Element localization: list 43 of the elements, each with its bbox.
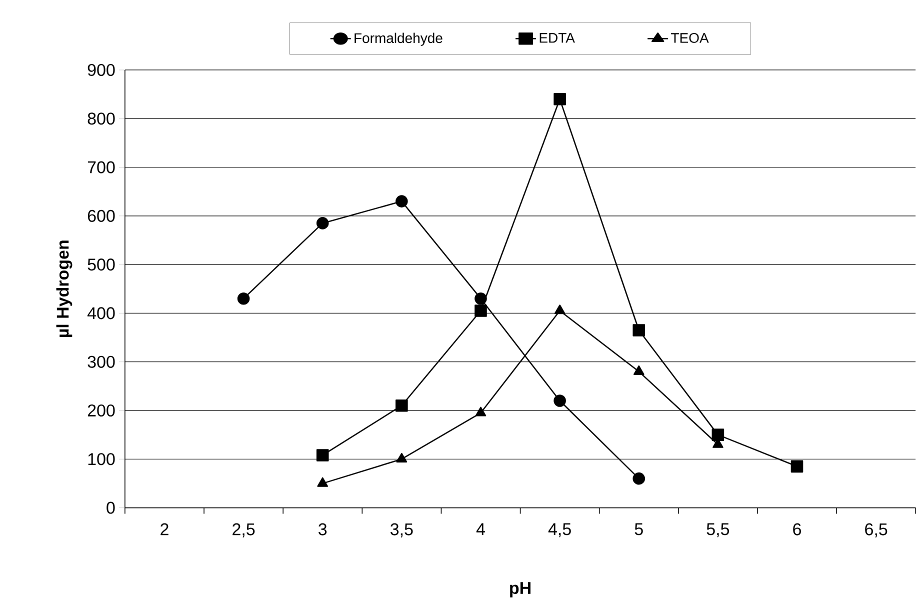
point — [554, 304, 566, 314]
point — [237, 292, 250, 305]
legend-label: Formaldehyde — [354, 32, 442, 46]
point — [633, 366, 644, 376]
x-tick-label: 5 — [634, 523, 643, 536]
x-tick-label: 2,5 — [232, 523, 255, 538]
y-axis-title: µl Hydrogen — [56, 240, 72, 338]
point — [316, 449, 329, 462]
point — [317, 477, 328, 487]
y-tick-label: 0 — [106, 502, 115, 514]
point — [475, 406, 486, 416]
y-tick-label: 700 — [88, 161, 115, 174]
point — [712, 428, 724, 442]
x-axis-title: pH — [510, 582, 530, 598]
point — [316, 217, 329, 230]
x-tick-label: 6,5 — [865, 523, 888, 538]
y-tick-label: 800 — [88, 112, 115, 125]
point — [474, 292, 487, 305]
point — [396, 195, 408, 208]
y-tick-label: 300 — [88, 356, 115, 368]
y-tick-label: 200 — [88, 404, 115, 417]
x-tick-label: 6 — [793, 523, 801, 536]
point — [790, 460, 804, 473]
y-tick-label: 900 — [88, 64, 115, 76]
y-tick-label: 600 — [88, 210, 115, 222]
y-tick-label: 400 — [87, 307, 115, 320]
point — [396, 453, 408, 463]
x-tick-label: 4,5 — [548, 523, 571, 538]
y-tick-label: 100 — [88, 453, 115, 466]
point — [554, 394, 566, 408]
x-tick-label: 2 — [160, 523, 168, 536]
y-tick-label: 500 — [88, 258, 115, 271]
point — [632, 472, 646, 485]
point — [474, 304, 487, 318]
point — [554, 93, 566, 106]
x-tick-label: 3 — [318, 523, 327, 536]
point — [632, 324, 646, 336]
x-tick-label: 3,5 — [390, 523, 413, 538]
legend-label: TEOA — [671, 33, 709, 44]
x-tick-label: 5,5 — [706, 523, 730, 538]
point — [396, 400, 408, 412]
x-tick-label: 4 — [476, 523, 485, 536]
legend-label: EDTA — [540, 33, 575, 43]
